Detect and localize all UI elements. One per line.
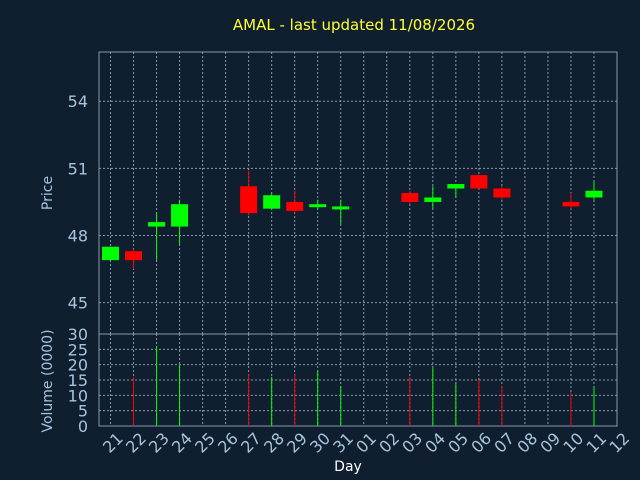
volume-axis-label: Volume (0000)	[40, 329, 56, 432]
candle-body	[470, 175, 488, 189]
candle-body	[585, 190, 603, 198]
candle-body	[286, 201, 304, 211]
volume-gridlines	[99, 334, 618, 426]
volume-panel-frame	[98, 333, 618, 427]
price-tick-label: 48	[68, 227, 88, 246]
candle-body	[562, 201, 580, 207]
chart-title: AMAL - last updated 11/08/2026	[233, 16, 475, 34]
volume-tick-label: 15	[68, 371, 88, 390]
volume-bars	[133, 346, 595, 426]
price-axis-ticks: 45 48 51 54	[68, 92, 88, 312]
candle-body	[240, 186, 258, 214]
candle-body	[148, 222, 166, 227]
volume-tick-label: 5	[78, 402, 88, 421]
day-axis-ticks: 2122232425262728293031010203040506070809…	[99, 429, 633, 457]
price-tick-label: 54	[68, 92, 88, 111]
price-tick-label: 51	[68, 159, 88, 178]
price-tick-label: 45	[68, 294, 88, 313]
candle-body	[125, 251, 143, 261]
volume-tick-label: 10	[68, 386, 88, 405]
candle-body	[401, 193, 419, 202]
price-axis-label: Price	[40, 176, 56, 210]
candle-body	[424, 197, 442, 202]
price-panel-frame	[98, 51, 618, 335]
candle-body	[102, 246, 120, 261]
candle-body	[332, 206, 350, 210]
x-axis-label: Day	[334, 459, 362, 475]
volume-tick-label: 20	[68, 356, 88, 375]
candle-body	[493, 188, 511, 198]
volume-tick-label: 0	[78, 417, 88, 436]
candle-body	[171, 204, 189, 227]
candles	[102, 170, 603, 270]
candle-body	[263, 195, 281, 209]
candle-body	[447, 184, 465, 189]
volume-tick-label: 30	[68, 325, 88, 344]
candle-body	[309, 204, 327, 208]
x-tick-label: 12	[605, 429, 633, 457]
volume-tick-label: 25	[68, 340, 88, 359]
price-gridlines	[99, 52, 618, 334]
